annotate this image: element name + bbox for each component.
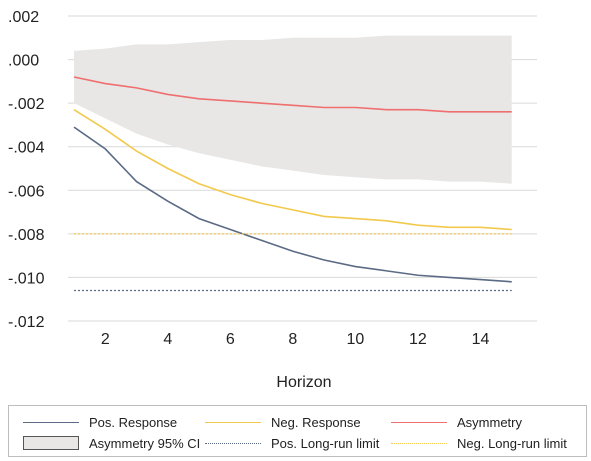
legend-swatch xyxy=(205,421,261,423)
legend-label: Neg. Long-run limit xyxy=(457,435,567,451)
legend-swatch xyxy=(391,442,447,444)
legend-item-pos-long-run: Pos. Long-run limit xyxy=(205,433,379,453)
y-tick-label: .002 xyxy=(8,9,39,26)
legend-swatch xyxy=(205,442,261,444)
series-line-pos-response xyxy=(73,126,512,283)
chart-plot: .002 .000 -.002 -.004 -.006 -.008 -.010 -.012 2… xyxy=(8,9,537,391)
y-tick-label: -.006 xyxy=(8,183,45,200)
y-tick-label: -.010 xyxy=(8,270,45,287)
legend-item-neg-long-run: Neg. Long-run limit xyxy=(391,433,567,453)
legend-label: Asymmetry 95% CI xyxy=(89,435,201,451)
y-tick-label: .000 xyxy=(8,53,39,70)
x-tick-label: 10 xyxy=(347,331,365,348)
x-tick-label: 2 xyxy=(101,331,110,348)
y-axis-ticks: .002 .000 -.002 -.004 -.006 -.008 -.010 -.012 xyxy=(8,9,45,331)
x-tick-label: 8 xyxy=(288,331,297,348)
legend-label: Neg. Response xyxy=(271,414,361,430)
legend-label: Pos. Long-run limit xyxy=(271,435,380,451)
legend-swatch xyxy=(23,421,79,423)
y-tick-label: -.012 xyxy=(8,314,45,331)
series-lines xyxy=(73,76,512,292)
legend-item-asymmetry: Asymmetry xyxy=(391,412,522,432)
y-tick-label: -.008 xyxy=(8,227,45,244)
legend-item-pos-response: Pos. Response xyxy=(23,412,177,432)
y-tick-label: -.004 xyxy=(8,140,45,157)
y-tick-label: -.002 xyxy=(8,96,45,113)
legend-label: Asymmetry xyxy=(457,414,522,430)
x-tick-label: 6 xyxy=(226,331,235,348)
x-tick-label: 4 xyxy=(163,331,172,348)
series-line-neg-response xyxy=(73,109,512,231)
legend-swatch-band xyxy=(23,436,79,450)
x-axis-label: Horizon xyxy=(276,374,331,391)
x-axis-ticks: 2 4 6 8 10 12 14 xyxy=(101,331,490,348)
legend: Pos. Response Neg. Response Asymmetry As… xyxy=(8,405,587,457)
legend-swatch xyxy=(391,421,447,423)
x-tick-label: 14 xyxy=(472,331,490,348)
legend-item-asymmetry-ci: Asymmetry 95% CI xyxy=(23,433,200,453)
x-tick-label: 12 xyxy=(409,331,427,348)
ci-band-layer xyxy=(74,35,512,184)
series-line-asymmetry xyxy=(73,76,512,113)
legend-label: Pos. Response xyxy=(89,414,178,430)
legend-item-neg-response: Neg. Response xyxy=(205,412,361,432)
ci-band xyxy=(74,35,512,184)
